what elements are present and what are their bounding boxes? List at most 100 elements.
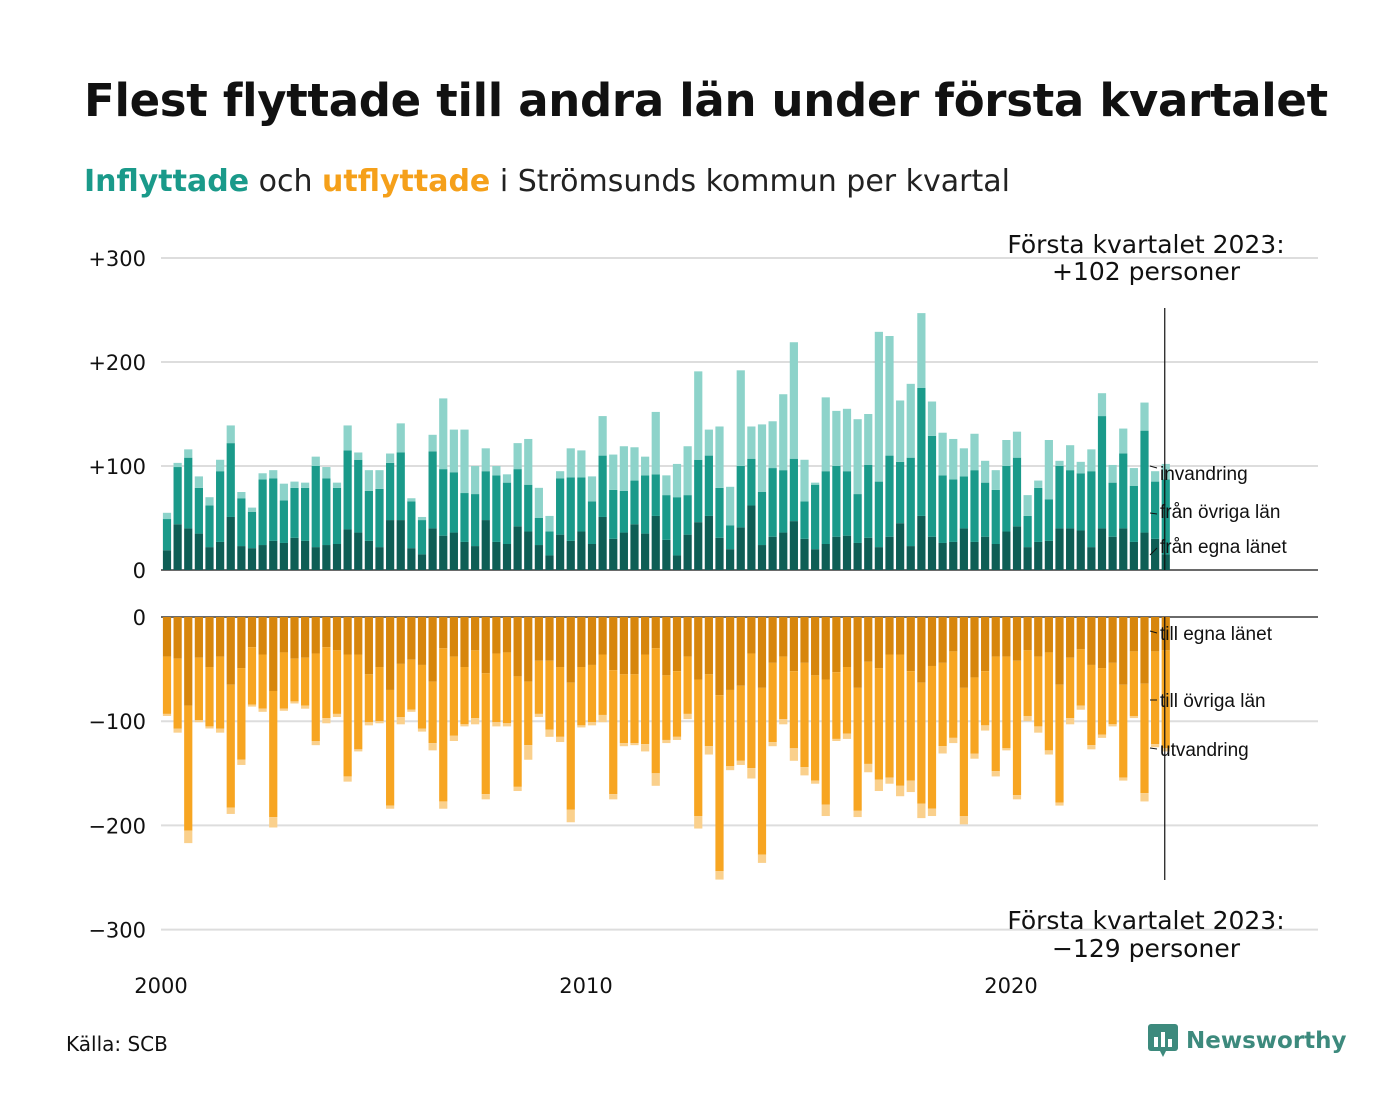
- bar-from-own-county: [471, 546, 480, 570]
- bar-to-other-counties: [959, 687, 968, 817]
- bar-from-other-counties: [1129, 485, 1138, 542]
- bar-to-other-counties: [460, 667, 469, 725]
- y-tick-label-bottom: −300: [88, 919, 146, 943]
- bar-to-other-counties: [1066, 657, 1075, 719]
- bar-emigration: [800, 767, 809, 776]
- bar-emigration: [662, 739, 671, 744]
- bar-from-other-counties: [609, 489, 618, 539]
- brand-logo[interactable]: Newsworthy: [1148, 1024, 1347, 1058]
- bar-from-own-county: [1097, 528, 1107, 570]
- bar-to-own-county: [354, 617, 363, 655]
- bar-from-other-counties: [449, 472, 458, 533]
- bar-immigration: [1140, 402, 1149, 431]
- bar-immigration: [811, 482, 820, 485]
- bar-to-other-counties: [768, 662, 777, 743]
- bar-to-other-counties: [1023, 650, 1032, 716]
- bar-to-other-counties: [502, 652, 512, 724]
- bar-from-other-counties: [970, 470, 979, 542]
- bar-to-own-county: [1119, 617, 1128, 685]
- annotation-bottom-line1: Första kvartalet 2023:: [1007, 906, 1284, 935]
- bar-to-other-counties: [247, 647, 257, 705]
- bar-emigration: [492, 722, 501, 727]
- bar-from-own-county: [513, 526, 522, 570]
- series-label-out: utvandring: [1160, 740, 1249, 761]
- bar-to-other-counties: [906, 671, 915, 781]
- bar-to-own-county: [311, 617, 320, 654]
- bar-from-other-counties: [853, 494, 862, 543]
- bar-emigration: [938, 746, 947, 754]
- bar-to-own-county: [981, 617, 990, 672]
- bar-from-other-counties: [386, 462, 395, 521]
- bar-immigration: [874, 331, 883, 482]
- bar-emigration: [736, 760, 745, 765]
- bar-from-other-counties: [1097, 416, 1107, 529]
- bar-immigration: [322, 467, 331, 479]
- bar-to-own-county: [513, 617, 522, 677]
- bar-from-own-county: [428, 528, 437, 570]
- bar-from-own-county: [577, 531, 586, 570]
- bar-from-own-county: [736, 527, 745, 570]
- bar-emigration: [1012, 795, 1022, 800]
- bar-to-other-counties: [917, 682, 926, 804]
- bar-emigration: [619, 743, 628, 747]
- bar-to-other-counties: [417, 664, 427, 729]
- bar-from-other-counties: [747, 458, 756, 506]
- bar-from-own-county: [1108, 536, 1117, 570]
- bar-from-own-county: [842, 535, 852, 570]
- bar-to-other-counties: [970, 677, 979, 754]
- bar-to-other-counties: [354, 654, 363, 750]
- bar-immigration: [471, 466, 480, 495]
- bar-to-other-counties: [991, 656, 1000, 772]
- bar-emigration: [641, 744, 650, 752]
- bar-from-own-county: [1044, 540, 1053, 570]
- bar-emigration: [258, 708, 267, 712]
- bar-from-own-county: [1012, 526, 1022, 570]
- bar-from-own-county: [779, 532, 788, 570]
- bar-from-other-counties: [1055, 466, 1064, 529]
- bar-to-own-county: [970, 617, 979, 678]
- bar-immigration: [1108, 464, 1117, 483]
- bar-to-own-county: [1129, 617, 1138, 652]
- bar-from-own-county: [811, 549, 820, 570]
- bar-to-own-county: [736, 617, 745, 686]
- bar-from-own-county: [492, 541, 501, 570]
- bar-to-other-counties: [757, 687, 767, 855]
- bar-immigration: [641, 456, 650, 476]
- bar-to-other-counties: [1097, 668, 1107, 735]
- bar-from-other-counties: [577, 477, 586, 532]
- bar-from-other-counties: [1034, 487, 1043, 542]
- bar-emigration: [1066, 718, 1075, 725]
- bar-from-other-counties: [396, 452, 405, 521]
- bar-to-own-county: [757, 617, 767, 688]
- bar-immigration: [906, 383, 915, 458]
- bar-emigration: [162, 713, 172, 716]
- bar-emigration: [545, 729, 554, 737]
- bar-from-other-counties: [332, 487, 342, 544]
- bar-from-other-counties: [991, 489, 1000, 544]
- bar-to-other-counties: [439, 648, 448, 802]
- bar-from-own-county: [354, 532, 363, 570]
- bar-to-other-counties: [630, 674, 639, 744]
- bar-to-own-county: [630, 617, 639, 675]
- bar-immigration: [162, 512, 172, 520]
- bar-emigration: [768, 742, 777, 747]
- bar-to-own-county: [789, 617, 798, 672]
- bar-to-other-counties: [566, 682, 575, 810]
- bar-immigration: [917, 313, 926, 388]
- chart-subtitle: Inflyttade och utflyttade i Strömsunds k…: [84, 164, 1010, 199]
- bar-from-other-counties: [566, 477, 575, 541]
- bar-from-other-counties: [1044, 499, 1053, 541]
- bar-from-other-counties: [162, 519, 172, 551]
- bar-to-other-counties: [598, 654, 607, 715]
- bar-from-own-county: [619, 532, 628, 570]
- bar-from-own-county: [449, 532, 458, 570]
- bar-from-own-county: [407, 548, 416, 570]
- bar-emigration: [194, 720, 203, 723]
- bar-immigration: [375, 470, 384, 489]
- bar-from-other-counties: [811, 484, 820, 550]
- bar-to-own-county: [1161, 617, 1170, 651]
- bar-from-other-counties: [789, 458, 798, 522]
- bar-emigration: [832, 738, 841, 741]
- bar-to-own-county: [269, 617, 278, 691]
- bar-to-own-county: [439, 617, 448, 649]
